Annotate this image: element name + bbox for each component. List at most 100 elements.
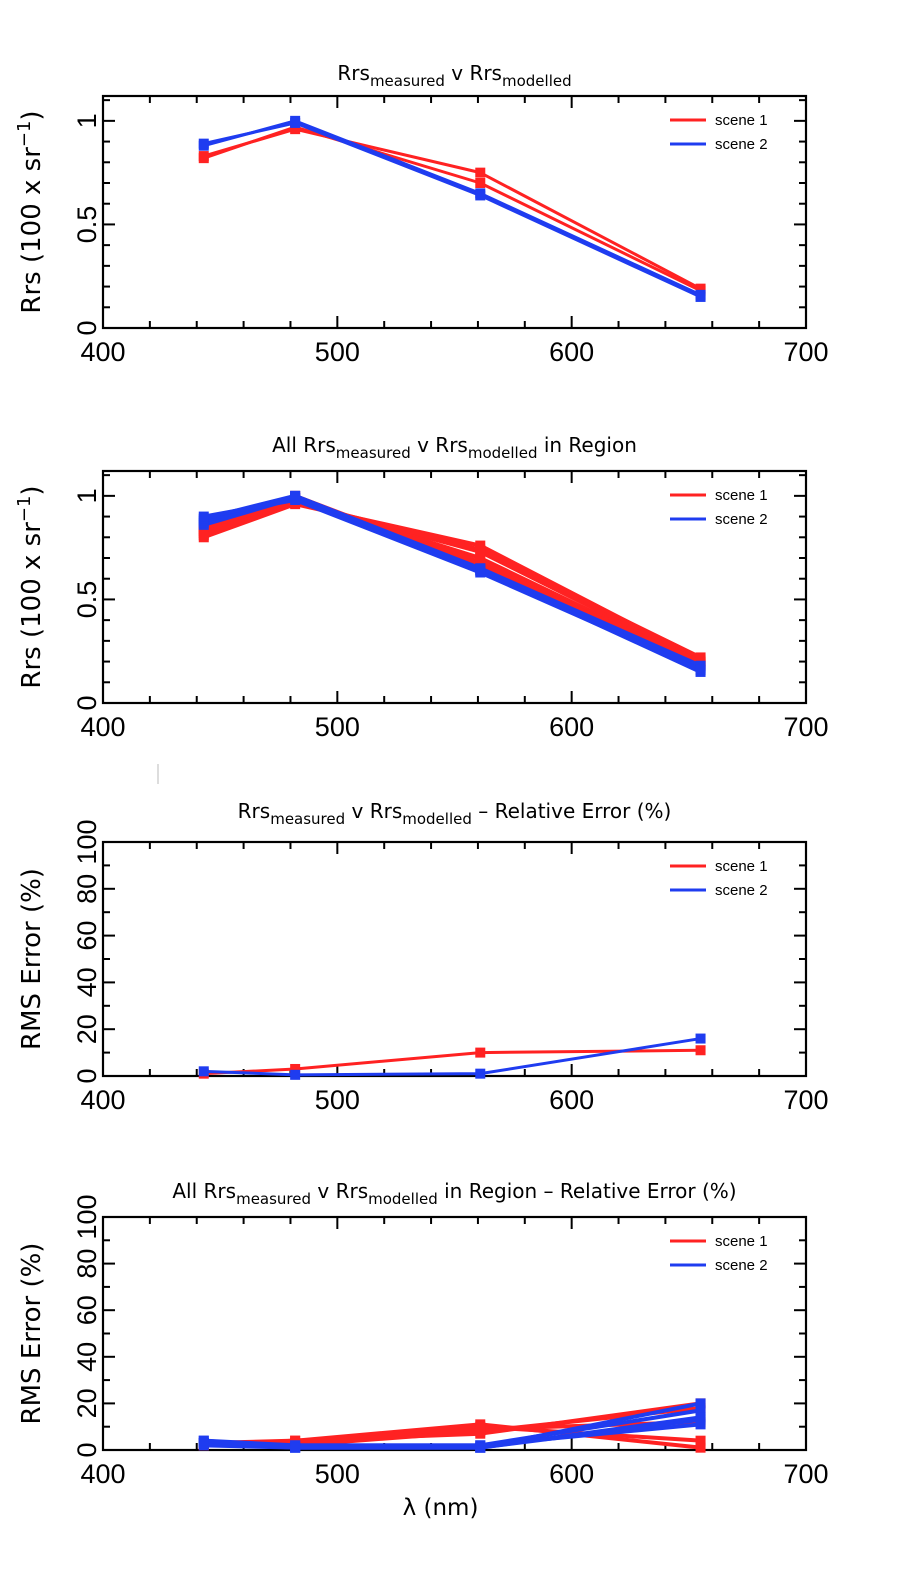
title-text: Rrs	[337, 61, 370, 85]
legend-label: scene 2	[715, 1257, 768, 1274]
series-line	[203, 1417, 701, 1450]
chart-panel-2: All Rrsmeasured v Rrsmodelled in Region 4…	[14, 433, 829, 742]
series-scene-2	[198, 1414, 706, 1453]
legend-label: scene 1	[715, 487, 768, 504]
title-text: v Rrs	[411, 433, 468, 457]
y-tick-label: 80	[72, 1249, 102, 1279]
title-subscript: modelled	[468, 444, 538, 462]
series-scene-2	[198, 490, 706, 677]
series-line	[203, 119, 702, 297]
data-point	[198, 511, 209, 522]
title-subscript: measured	[270, 810, 345, 828]
y-tick-label: 0	[72, 1442, 102, 1457]
x-axis-label: λ (nm)	[403, 1495, 479, 1521]
y-tick-label: 40	[72, 1342, 102, 1372]
series-line	[203, 493, 702, 668]
title-text: v Rrs	[445, 61, 502, 85]
series-scene-1	[198, 124, 706, 294]
series-line	[203, 498, 702, 672]
y-tick-label: 100	[72, 1194, 102, 1239]
series-scene-1	[198, 492, 706, 671]
y-axis-label-text: Rrs (100 x sr	[17, 522, 47, 689]
title-subscript: measured	[370, 72, 445, 90]
chart-panel-4: All Rrsmeasured v Rrsmodelled in Region …	[17, 1179, 829, 1521]
series-line	[203, 495, 702, 672]
x-tick-label: 700	[783, 337, 828, 367]
x-tick-label: 400	[80, 1459, 125, 1489]
data-point	[695, 1405, 706, 1416]
data-point	[198, 151, 209, 162]
data-point	[290, 495, 301, 505]
series-scene-2	[198, 1033, 706, 1080]
title-subscript: modelled	[402, 810, 472, 828]
y-tick-label: 0.5	[72, 581, 102, 619]
series-scene-2	[198, 117, 706, 302]
series-scene-2	[198, 490, 706, 671]
series-scene-2	[198, 495, 706, 675]
data-point	[198, 138, 209, 149]
data-point	[695, 1033, 706, 1044]
title-text: in Region – Relative Error (%)	[438, 1179, 737, 1203]
x-tick-label: 700	[783, 1459, 828, 1489]
data-point	[475, 544, 486, 555]
chart-title: Rrsmeasured v Rrsmodelled – Relative Err…	[238, 799, 672, 828]
x-tick-label: 400	[80, 337, 125, 367]
data-point	[475, 1442, 486, 1453]
series-scene-2	[198, 115, 706, 300]
series-line	[203, 125, 702, 293]
title-text: – Relative Error (%)	[472, 799, 671, 823]
data-point	[475, 178, 486, 188]
y-tick-label: 1	[72, 488, 102, 503]
series-line	[203, 495, 702, 670]
data-point	[695, 664, 706, 675]
y-tick-label: 20	[72, 1388, 102, 1418]
series-line	[203, 495, 702, 668]
y-axis-label: Rrs (100 x sr−1)	[14, 485, 47, 688]
y-tick-label: 1	[72, 113, 102, 128]
x-tick-label: 600	[549, 712, 594, 742]
data-point	[290, 117, 301, 128]
y-tick-label: 80	[72, 874, 102, 904]
x-tick-label: 700	[783, 712, 828, 742]
x-tick-label: 500	[315, 1459, 360, 1489]
x-tick-label: 600	[549, 1459, 594, 1489]
chart-title: All Rrsmeasured v Rrsmodelled in Region	[272, 433, 637, 462]
title-text: All Rrs	[272, 433, 336, 457]
x-tick-label: 400	[80, 712, 125, 742]
plot-frame	[101, 469, 808, 705]
data-point	[695, 1398, 706, 1409]
legend-label: scene 2	[715, 136, 768, 153]
y-tick-label: 0	[72, 320, 102, 335]
data-point	[695, 1414, 706, 1425]
data-point	[695, 652, 706, 663]
data-point	[290, 124, 301, 135]
data-point	[475, 1047, 486, 1058]
chart-title: Rrsmeasured v Rrsmodelled	[337, 61, 571, 90]
y-tick-label: 0.5	[72, 206, 102, 244]
data-point	[198, 1435, 209, 1446]
data-point	[475, 190, 486, 201]
y-tick-label: 40	[72, 967, 102, 997]
y-axis-label-end: )	[17, 110, 47, 120]
x-tick-label: 600	[549, 337, 594, 367]
y-axis-label-superscript: −1	[14, 121, 35, 148]
series-line	[203, 121, 702, 299]
data-point	[475, 167, 486, 178]
x-tick-label: 400	[80, 1085, 125, 1115]
y-axis-label-text: Rrs (100 x sr	[17, 147, 47, 314]
series-scene-1	[198, 495, 706, 669]
plot-frame	[101, 94, 808, 330]
title-text: in Region	[537, 433, 636, 457]
data-point	[695, 1045, 706, 1056]
series-line	[203, 500, 702, 660]
y-axis-label-superscript: −1	[14, 496, 35, 523]
y-tick-label: 20	[72, 1014, 102, 1044]
y-tick-label: 60	[72, 921, 102, 951]
y-axis-label-text: RMS Error (%)	[17, 868, 47, 1050]
legend-label: scene 1	[715, 1233, 768, 1250]
data-point	[290, 1442, 301, 1453]
series-line	[203, 493, 702, 674]
title-subscript: modelled	[502, 72, 572, 90]
chart-title: All Rrsmeasured v Rrsmodelled in Region …	[172, 1179, 736, 1208]
